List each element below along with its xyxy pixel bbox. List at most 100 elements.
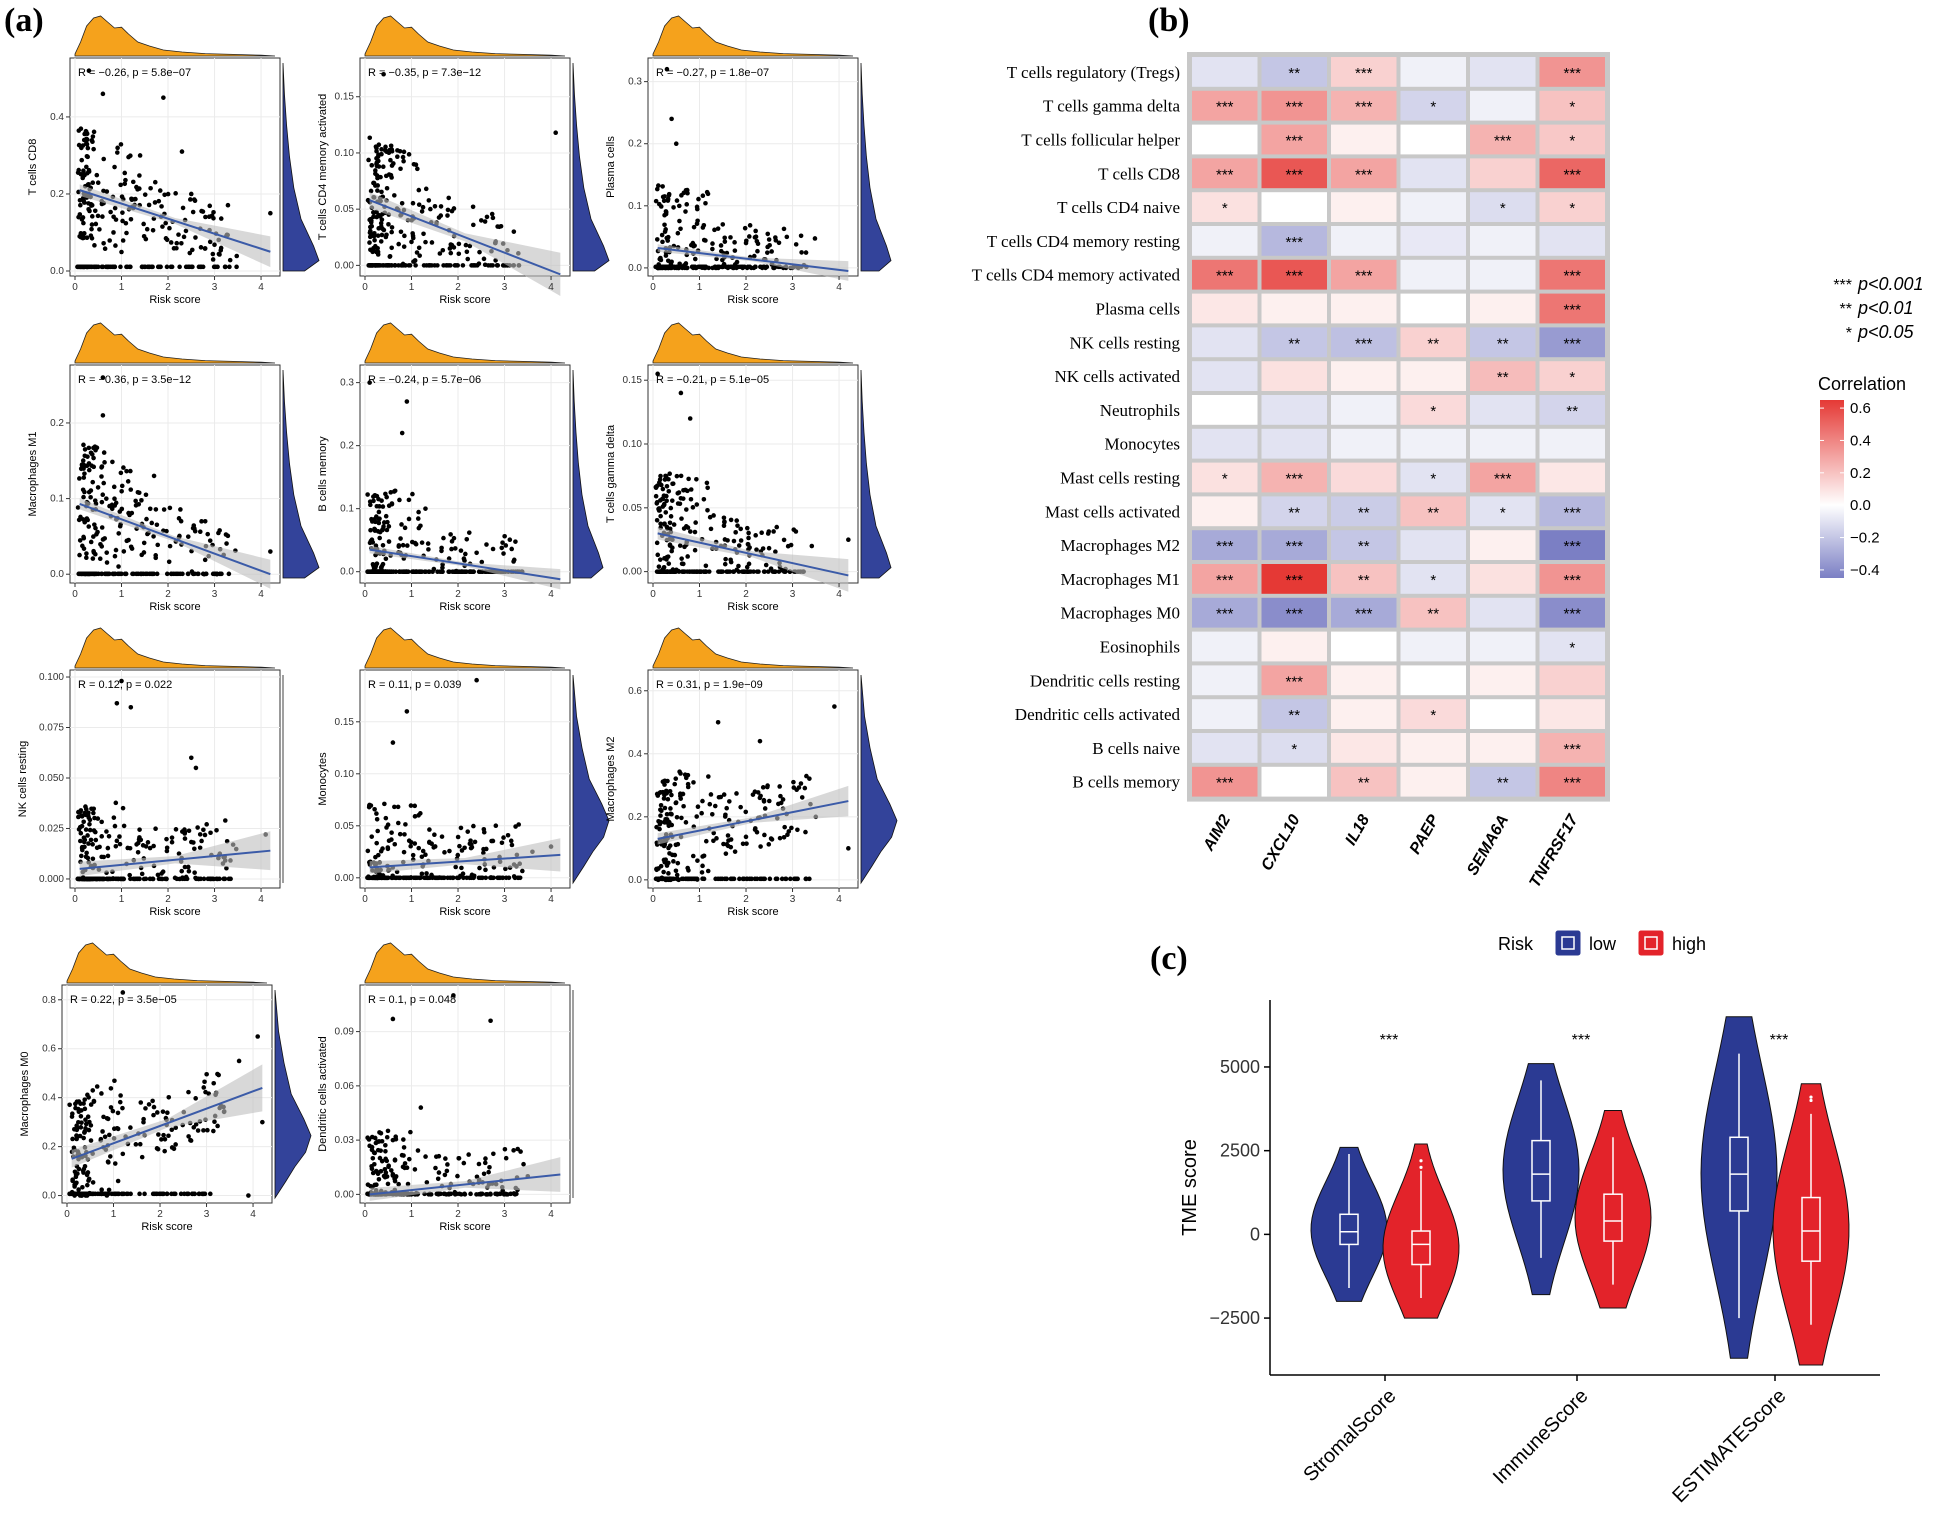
data-point — [383, 1156, 388, 1162]
data-point — [692, 529, 698, 535]
panel-label-b: (b) — [1148, 2, 1190, 39]
data-point — [384, 527, 390, 533]
data-point — [102, 246, 108, 252]
data-point — [785, 832, 790, 838]
data-point — [683, 261, 689, 266]
data-point — [799, 250, 804, 255]
data-point — [755, 248, 760, 254]
data-point — [503, 1155, 509, 1161]
top-density — [364, 942, 566, 984]
data-point — [743, 809, 749, 815]
data-point — [91, 810, 96, 816]
side-density — [282, 369, 320, 579]
fit-line — [369, 1173, 561, 1196]
data-point — [376, 509, 382, 515]
side-density — [572, 674, 610, 885]
data-point — [677, 261, 682, 267]
data-point — [371, 569, 376, 574]
data-point — [447, 848, 452, 854]
data-point — [664, 557, 669, 562]
data-point — [192, 846, 197, 852]
data-point — [408, 839, 414, 845]
y-axis-label: Dendritic cells activated — [317, 1036, 329, 1152]
data-point — [182, 1191, 187, 1197]
data-point — [141, 550, 147, 555]
data-point — [369, 1147, 375, 1153]
data-point — [368, 263, 374, 268]
data-point — [451, 993, 456, 998]
data-point — [476, 261, 482, 266]
data-point — [668, 877, 673, 883]
x-tick-label: 2 — [743, 894, 749, 905]
data-point — [89, 226, 94, 232]
data-point — [397, 831, 403, 837]
heatmap-cell — [1470, 699, 1536, 729]
data-point — [662, 194, 667, 199]
significance-stars: *** — [1285, 268, 1303, 285]
data-point — [94, 172, 100, 178]
data-point — [87, 821, 92, 827]
data-point — [779, 876, 785, 882]
data-point — [154, 1146, 160, 1151]
data-point — [433, 1165, 438, 1171]
data-point — [409, 539, 415, 545]
data-point — [765, 569, 771, 574]
data-point — [777, 835, 783, 841]
box — [1603, 1193, 1623, 1242]
data-point — [91, 1191, 96, 1197]
heatmap-cell — [1470, 496, 1536, 527]
top-density — [74, 627, 276, 669]
data-point — [665, 569, 671, 574]
data-point — [123, 177, 128, 183]
significance-stars: ** — [1288, 335, 1300, 352]
data-point — [91, 1099, 97, 1104]
data-point — [677, 769, 682, 775]
data-point — [203, 1089, 208, 1095]
data-point — [419, 209, 425, 214]
heatmap-cell — [1400, 259, 1466, 290]
data-point — [166, 1133, 171, 1139]
data-point — [458, 1192, 464, 1197]
data-point — [161, 1132, 166, 1138]
data-point — [379, 563, 385, 569]
data-point — [183, 228, 189, 234]
significance-stars: * — [1569, 133, 1575, 150]
data-point — [378, 239, 384, 244]
data-point — [704, 480, 710, 486]
data-point — [765, 784, 770, 790]
data-point — [91, 534, 96, 539]
data-point — [798, 233, 804, 239]
data-point — [99, 474, 104, 479]
heatmap-cell — [1261, 564, 1327, 594]
data-point — [375, 529, 381, 534]
data-point — [497, 224, 502, 230]
data-point — [120, 218, 125, 224]
data-point — [383, 1143, 388, 1148]
data-point — [488, 1018, 493, 1024]
significance-label: *** — [1770, 1032, 1789, 1049]
significance-label: *** — [1572, 1032, 1591, 1049]
data-point — [112, 205, 118, 211]
y-tick-label: 0.03 — [335, 1135, 355, 1146]
data-point — [163, 220, 168, 226]
data-point — [703, 200, 708, 206]
data-point — [483, 875, 489, 881]
data-point — [738, 538, 744, 543]
x-tick-label: 3 — [502, 1209, 508, 1220]
data-point — [490, 838, 496, 844]
data-point — [431, 566, 437, 572]
significance-stars: *** — [1563, 572, 1581, 589]
data-point — [86, 1127, 92, 1133]
data-point — [222, 264, 228, 270]
data-point — [666, 488, 672, 494]
data-point — [89, 806, 94, 812]
heatmap-cell — [1192, 158, 1258, 189]
data-point — [401, 244, 407, 249]
data-point — [756, 569, 761, 574]
heatmap-cell — [1331, 530, 1397, 560]
data-point — [384, 185, 390, 191]
correlation-annotation: R = −0.36, p = 3.5e−12 — [78, 374, 191, 386]
data-point — [402, 233, 407, 239]
data-point — [73, 1105, 78, 1111]
data-point — [421, 263, 427, 268]
